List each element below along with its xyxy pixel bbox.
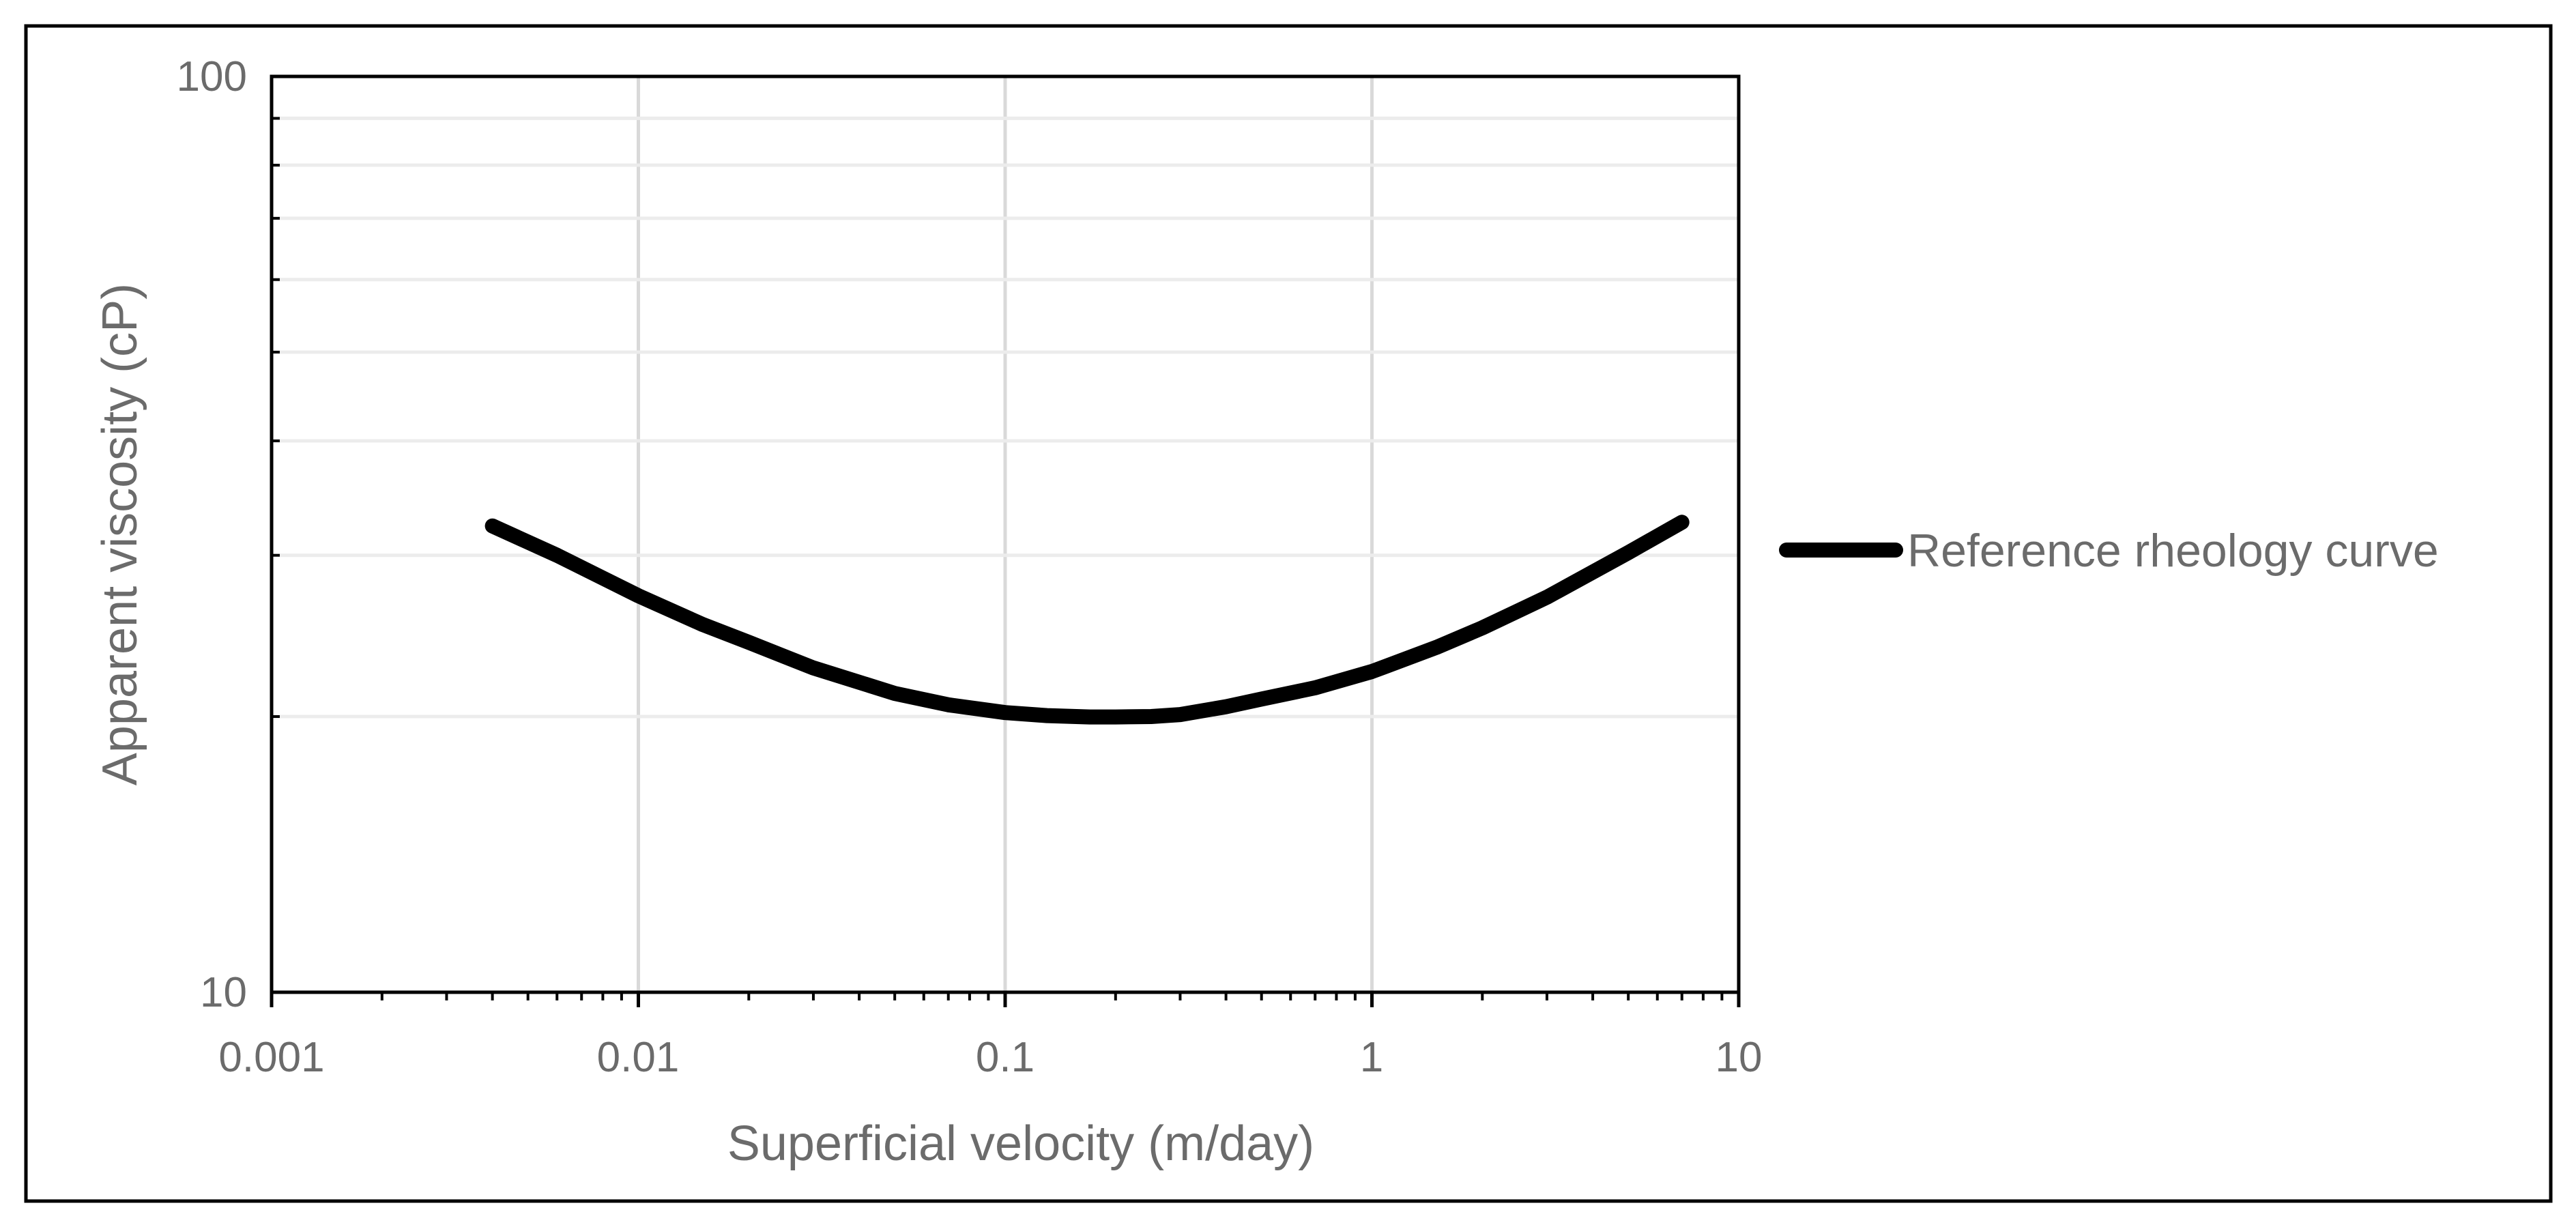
y-tick-label: 100 [177, 53, 247, 100]
x-tick-label: 0.001 [218, 1034, 324, 1081]
grid [272, 76, 1739, 992]
y-tick-labels: 10 100 [177, 53, 247, 1016]
x-tick-labels: 0.001 0.01 0.1 1 10 [218, 1034, 1762, 1081]
x-tick-label: 0.1 [976, 1034, 1034, 1081]
x-tick-label: 0.01 [597, 1034, 680, 1081]
legend: Reference rheology curve [1779, 525, 2439, 577]
axis-ticks [270, 74, 1741, 1007]
y-tick-label: 10 [200, 969, 247, 1016]
y-axis-title: Apparent viscosity (cP) [93, 283, 147, 785]
x-tick-label: 10 [1716, 1034, 1763, 1081]
x-axis-title: Superficial velocity (m/day) [727, 1116, 1314, 1171]
legend-label: Reference rheology curve [1907, 525, 2439, 577]
chart-frame [24, 24, 2553, 1203]
x-tick-label: 1 [1360, 1034, 1383, 1081]
series-line-reference-rheology-curve [484, 515, 1690, 725]
